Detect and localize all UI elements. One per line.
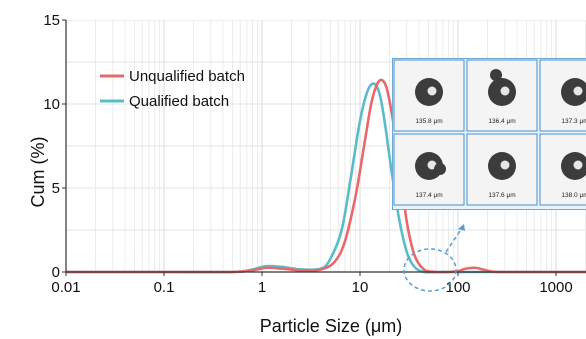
x-tick-label: 10 (352, 279, 369, 296)
x-tick-label: 1 (258, 279, 266, 296)
legend-label-unqualified: Unqualified batch (129, 68, 245, 85)
x-tick-label: 0.01 (51, 279, 80, 296)
x-tick-label: 0.1 (154, 279, 175, 296)
x-tick-label: 1000 (539, 279, 572, 296)
particle-image-inset: 135.8 μm 136.4 μm 137.3 μm 137.4 μm 137.6 μm… (392, 58, 586, 210)
y-axis-title: Cum (%) (28, 137, 48, 208)
particle-highlight (573, 160, 583, 170)
inset-cell-label: 137.6 μm (488, 192, 515, 199)
particle-image (561, 152, 586, 180)
highlight-circle (403, 248, 457, 292)
particle-image (561, 78, 586, 106)
particle-highlight (500, 86, 510, 96)
axes (62, 19, 586, 276)
tick-labels: 0.01 0.1 1 10 100 1000 0 5 10 15 (43, 12, 572, 296)
inset-cell-label: 137.4 μm (415, 192, 442, 199)
x-tick-label: 100 (445, 279, 470, 296)
callout-annotation (403, 224, 465, 292)
inset-cell-label: 135.8 μm (415, 118, 442, 125)
particle-satellite (434, 163, 446, 175)
y-tick-label: 15 (43, 12, 60, 29)
legend: Unqualified batch Qualified batch (100, 68, 245, 110)
y-tick-label: 10 (43, 96, 60, 113)
particle-highlight (573, 86, 583, 96)
callout-arrow (445, 227, 463, 253)
y-tick-label: 0 (52, 264, 60, 281)
x-axis-title: Particle Size (μm) (260, 316, 402, 336)
particle-satellite (490, 69, 502, 81)
particle-highlight (500, 160, 510, 170)
legend-label-qualified: Qualified batch (129, 93, 229, 110)
series-line-unqualified-batch (66, 78, 586, 274)
callout-arrowhead (458, 224, 465, 231)
inset-cell-label: 138.0 μm (561, 192, 586, 199)
inset-cell-label: 136.4 μm (488, 118, 515, 125)
particle-highlight (427, 160, 437, 170)
y-tick-label: 5 (52, 180, 60, 197)
particle-highlight (427, 86, 437, 96)
inset-cell-label: 137.3 μm (561, 118, 586, 125)
